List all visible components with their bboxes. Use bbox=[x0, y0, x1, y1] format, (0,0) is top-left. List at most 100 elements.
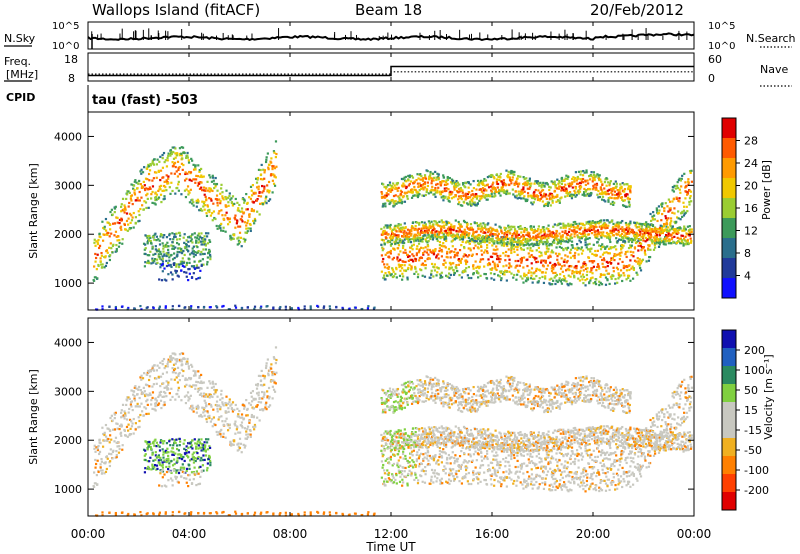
power-cell bbox=[686, 192, 690, 195]
power-cell bbox=[153, 238, 156, 241]
power-cell bbox=[577, 277, 580, 280]
power-cell bbox=[187, 268, 190, 271]
power-cell bbox=[500, 229, 503, 232]
power-cell bbox=[432, 265, 435, 268]
power-cell bbox=[464, 270, 467, 273]
power-cell bbox=[620, 196, 624, 199]
power-cell bbox=[260, 184, 264, 188]
power-cell bbox=[197, 241, 200, 244]
power-cell bbox=[421, 179, 425, 182]
power-cell bbox=[230, 201, 233, 204]
velocity-cell bbox=[147, 378, 151, 382]
power-cell bbox=[588, 242, 591, 246]
power-cell bbox=[460, 198, 463, 201]
power-cell bbox=[395, 276, 398, 279]
power-cell bbox=[195, 277, 198, 281]
power-cell bbox=[657, 239, 660, 243]
power-cell bbox=[590, 174, 593, 177]
power-cell bbox=[106, 251, 109, 254]
power-cell bbox=[624, 194, 627, 198]
power-cell bbox=[380, 243, 383, 246]
power-cell bbox=[206, 209, 210, 212]
power-cell bbox=[597, 174, 601, 177]
power-cell bbox=[582, 262, 585, 265]
power-cell bbox=[157, 250, 160, 253]
power-cell bbox=[640, 260, 644, 263]
power-cell bbox=[636, 233, 639, 236]
power-cell bbox=[193, 178, 196, 181]
power-cell bbox=[645, 225, 648, 228]
power-cell bbox=[390, 184, 393, 188]
power-cell bbox=[407, 190, 410, 193]
power-cell bbox=[677, 210, 680, 213]
power-cell bbox=[490, 192, 493, 196]
power-cell bbox=[170, 151, 173, 154]
power-cell bbox=[556, 242, 559, 246]
power-cell bbox=[472, 272, 475, 275]
power-cell bbox=[159, 235, 162, 238]
power-cell bbox=[589, 277, 593, 280]
power-cell bbox=[444, 195, 447, 198]
power-cell bbox=[458, 187, 461, 191]
power-cell bbox=[689, 237, 692, 240]
power-cell bbox=[242, 237, 245, 240]
power-cell bbox=[639, 262, 642, 265]
power-cell bbox=[189, 307, 193, 310]
power-cell bbox=[427, 239, 430, 243]
power-cell bbox=[178, 263, 181, 266]
power-cell bbox=[195, 174, 198, 178]
power-cell bbox=[410, 230, 413, 233]
power-cell bbox=[185, 188, 188, 191]
power-cell bbox=[187, 240, 190, 243]
power-cell bbox=[577, 247, 580, 250]
power-cell bbox=[476, 265, 479, 268]
power-cell bbox=[508, 231, 511, 235]
power-cell bbox=[407, 259, 410, 262]
power-cell bbox=[588, 281, 591, 285]
velocity-cell bbox=[106, 439, 109, 442]
power-cell bbox=[385, 185, 388, 188]
power-cell bbox=[161, 255, 164, 258]
velocity-cell bbox=[151, 385, 154, 388]
power-cell bbox=[473, 240, 477, 244]
power-colorbar-label: Power [dB] bbox=[760, 160, 773, 220]
power-cell bbox=[163, 278, 166, 281]
power-cell bbox=[246, 201, 249, 205]
power-cell bbox=[533, 190, 536, 194]
power-cell bbox=[230, 238, 233, 241]
power-cell bbox=[547, 250, 550, 253]
velocity-cell bbox=[138, 396, 141, 400]
power-cell bbox=[171, 258, 175, 261]
power-cell bbox=[159, 169, 163, 172]
power-cell bbox=[394, 186, 398, 189]
power-cell bbox=[597, 244, 601, 247]
power-cell bbox=[595, 236, 598, 239]
power-cell bbox=[610, 187, 613, 191]
power-cell bbox=[442, 174, 445, 177]
power-cell bbox=[629, 186, 632, 189]
power-cell bbox=[609, 240, 612, 244]
velocity-cell bbox=[108, 452, 111, 455]
power-cell bbox=[545, 250, 548, 253]
power-cell bbox=[384, 205, 387, 208]
velocity-cell bbox=[137, 388, 140, 391]
power-cell bbox=[465, 259, 468, 262]
power-cell bbox=[452, 262, 455, 265]
power-cell bbox=[270, 173, 273, 177]
power-cell bbox=[389, 190, 392, 193]
power-cell bbox=[190, 179, 193, 182]
power-cell bbox=[607, 192, 610, 196]
power-cell bbox=[545, 243, 548, 246]
power-cell bbox=[395, 234, 398, 237]
power-cell bbox=[634, 237, 637, 240]
power-cell bbox=[405, 231, 408, 234]
power-cell bbox=[441, 245, 445, 248]
power-cell bbox=[493, 242, 496, 245]
power-cell bbox=[103, 266, 106, 269]
power-cell bbox=[407, 235, 411, 239]
power-cell bbox=[161, 264, 165, 267]
power-cell bbox=[636, 234, 640, 237]
power-cell bbox=[104, 264, 108, 267]
power-cell bbox=[183, 151, 186, 155]
power-cell bbox=[638, 264, 641, 267]
